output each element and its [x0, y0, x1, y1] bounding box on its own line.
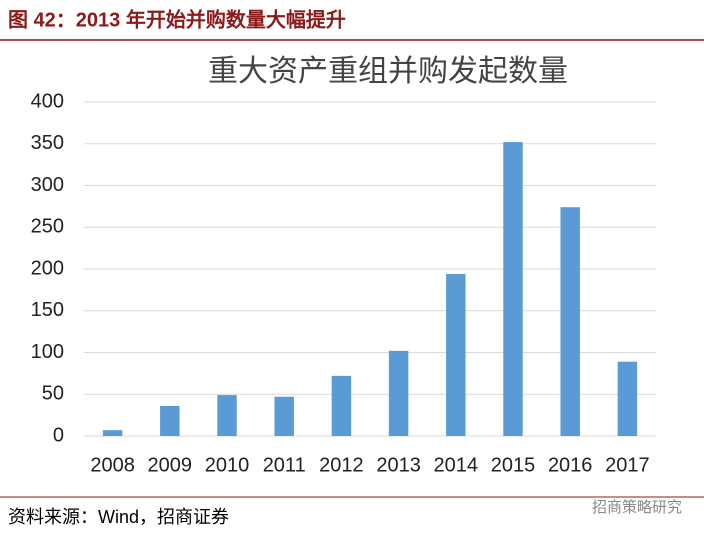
- y-tick-label: 400: [31, 90, 64, 112]
- bar: [217, 395, 237, 436]
- x-tick-label: 2012: [319, 454, 364, 476]
- bar: [160, 405, 180, 436]
- bar: [274, 396, 294, 436]
- x-tick-label: 2013: [376, 454, 421, 476]
- figure-caption: 图 42：2013 年开始并购数量大幅提升: [8, 7, 346, 31]
- bar: [388, 350, 409, 436]
- x-tick-label: 2015: [491, 454, 536, 476]
- y-tick-label: 300: [31, 174, 64, 196]
- y-tick-label: 250: [31, 216, 64, 238]
- y-tick-label: 150: [31, 299, 64, 321]
- x-tick-label: 2010: [205, 454, 250, 476]
- x-tick-label: 2011: [263, 454, 306, 476]
- y-tick-label: 200: [31, 257, 64, 279]
- x-tick-label: 2017: [605, 454, 650, 476]
- watermark: 招商策略研究: [592, 499, 682, 516]
- y-tick-label: 50: [42, 383, 64, 405]
- y-tick-label: 350: [31, 132, 64, 154]
- bar: [446, 274, 466, 436]
- bar: [331, 375, 352, 436]
- bar: [102, 430, 123, 436]
- x-tick-label: 2009: [148, 454, 193, 476]
- x-tick-label: 2016: [548, 454, 593, 476]
- x-tick-label: 2008: [90, 454, 135, 476]
- bar: [560, 207, 580, 436]
- y-tick-label: 100: [31, 341, 64, 363]
- bar: [617, 361, 638, 436]
- y-tick-label: 0: [53, 424, 64, 446]
- source-note: 资料来源：Wind，招商证券: [8, 507, 229, 527]
- bar: [503, 142, 523, 436]
- x-tick-label: 2014: [434, 454, 479, 476]
- chart-title: 重大资产重组并购发起数量: [208, 55, 568, 88]
